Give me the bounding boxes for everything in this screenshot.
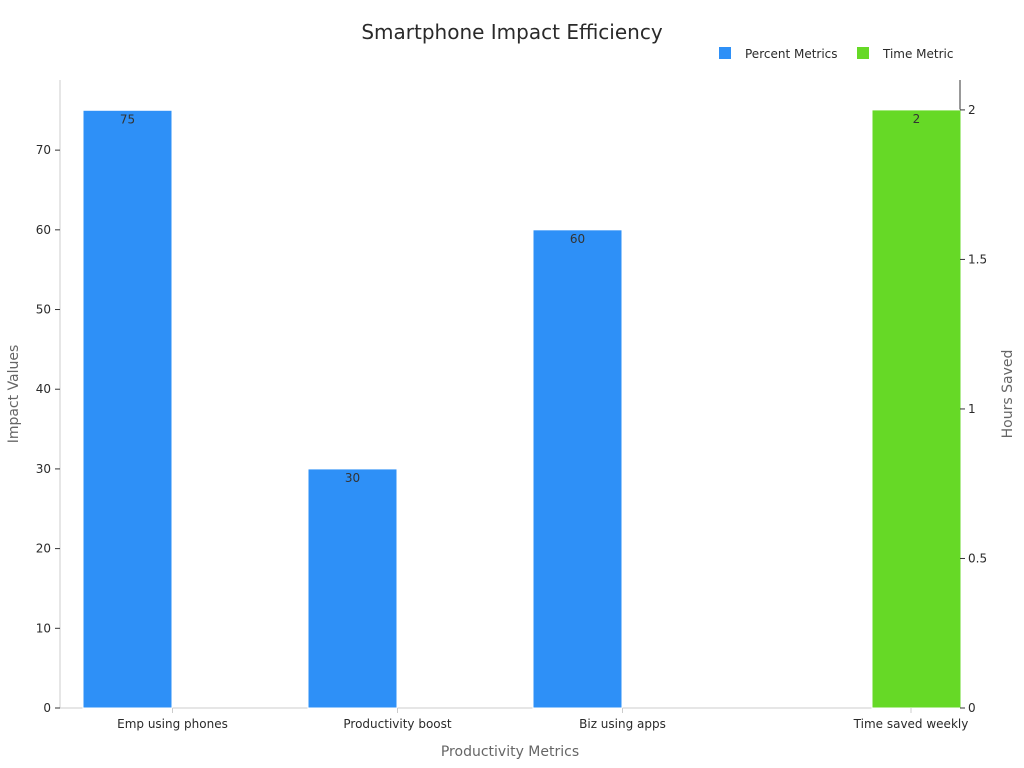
y2-ticks: 0 0.5 1 1.5 2 [960, 103, 987, 715]
y-tick-label: 40 [36, 382, 51, 396]
y2-tick-label: 2 [968, 103, 976, 117]
legend: Percent Metrics Time Metric [719, 47, 954, 61]
bar-label-time-saved-weekly: 2 [913, 112, 921, 126]
legend-swatch-percent-metrics [719, 47, 731, 59]
x-ticks: Emp using phones Productivity boost Biz us… [117, 708, 968, 731]
bar-label-biz-using-apps: 60 [570, 232, 585, 246]
y2-axis-title: Hours Saved [1000, 350, 1016, 439]
bar-productivity-boost [307, 468, 398, 709]
legend-label-percent-metrics: Percent Metrics [745, 47, 838, 61]
y-axis-title: Impact Values [6, 345, 22, 444]
y-tick-label: 50 [36, 303, 51, 317]
bar-biz-using-apps [532, 229, 623, 709]
x-tick-label-emp-using-phones: Emp using phones [117, 717, 228, 731]
y-tick-label: 70 [36, 143, 51, 157]
y2-tick-label: 1 [968, 402, 976, 416]
y-tick-label: 30 [36, 462, 51, 476]
legend-swatch-time-metric [857, 47, 869, 59]
y2-tick-label: 0 [968, 701, 976, 715]
y-ticks: 0 10 20 30 40 50 60 70 [36, 143, 60, 715]
y2-tick-label: 0.5 [968, 551, 987, 565]
y-tick-label: 20 [36, 542, 51, 556]
legend-label-time-metric: Time Metric [882, 47, 954, 61]
x-tick-label-productivity-boost: Productivity boost [343, 717, 452, 731]
y-tick-label: 10 [36, 621, 51, 635]
bars: 75 30 60 2 [82, 109, 962, 709]
bar-emp-using-phones [82, 109, 173, 709]
plot-area: 75 30 60 2 0 10 20 30 40 50 60 70 0 0.5 1 1.5 2 Emp us… [36, 80, 987, 731]
y-tick-label: 60 [36, 223, 51, 237]
bar-label-productivity-boost: 30 [345, 471, 360, 485]
y2-tick-label: 1.5 [968, 252, 987, 266]
x-axis-title: Productivity Metrics [441, 744, 579, 760]
chart-title: Smartphone Impact Efficiency [361, 20, 662, 44]
bar-label-emp-using-phones: 75 [120, 112, 135, 126]
bar-time-saved-weekly [871, 109, 962, 709]
x-tick-label-time-saved-weekly: Time saved weekly [853, 717, 969, 731]
y-tick-label: 0 [43, 701, 51, 715]
x-tick-label-biz-using-apps: Biz using apps [579, 717, 666, 731]
